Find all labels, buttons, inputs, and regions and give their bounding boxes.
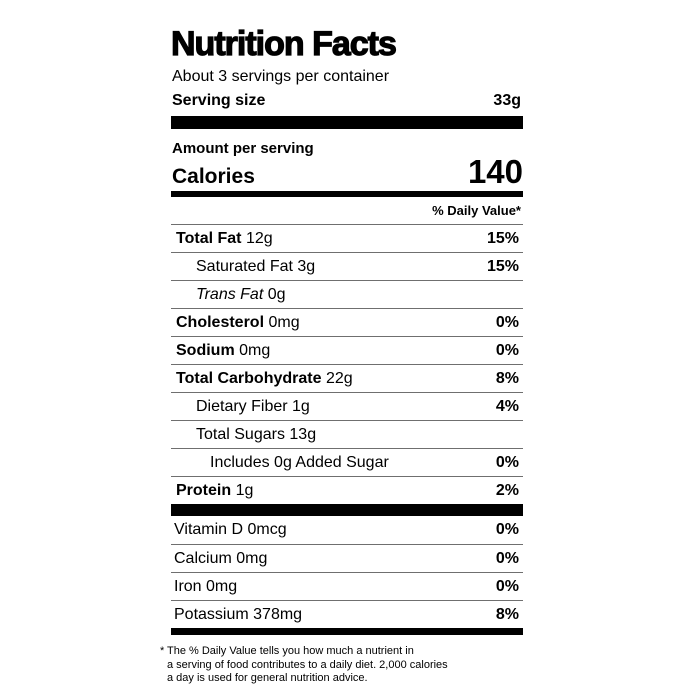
divider-bar-bottom xyxy=(171,628,523,635)
nutrient-row-added-sugar: Includes 0g Added Sugar 0% xyxy=(171,448,523,476)
vitamin-row-calcium: Calcium 0mg 0% xyxy=(171,544,523,572)
nutrient-name: Cholesterol xyxy=(176,313,265,331)
nutrient-row-cholesterol: Cholesterol 0mg 0% xyxy=(171,308,523,336)
nutrient-amount: 12g xyxy=(245,229,273,247)
daily-value: 15% xyxy=(486,257,519,275)
nutrient-row-dietary-fiber: Dietary Fiber 1g 4% xyxy=(171,392,523,420)
nutrient-name: Total Carbohydrate xyxy=(176,369,322,387)
vitamin-amount: 378mg xyxy=(253,605,303,623)
vitamin-text: Calcium 0mg xyxy=(174,550,267,568)
calories-label: Calories xyxy=(172,165,255,188)
nutrient-row-total-carbohydrate: Total Carbohydrate 22g 8% xyxy=(171,364,523,392)
footnote-asterisk: * xyxy=(160,645,165,657)
footnote-line: a serving of food contributes to a daily… xyxy=(167,658,448,671)
nutrient-row-total-sugars: Total Sugars 13g xyxy=(171,420,523,448)
vitamin-text: Iron 0mg xyxy=(174,578,237,596)
daily-value: 0% xyxy=(495,577,519,595)
nutrient-row-saturated-fat: Saturated Fat 3g 15% xyxy=(171,252,523,280)
daily-value-header: % Daily Value* xyxy=(432,203,521,218)
daily-value: 0% xyxy=(495,521,519,538)
vitamin-row-iron: Iron 0mg 0% xyxy=(171,572,523,600)
vitamin-row-potassium: Potassium 378mg 8% xyxy=(171,600,523,628)
daily-value: 0% xyxy=(495,313,519,331)
nutrient-text: Trans Fat 0g xyxy=(176,286,286,304)
calories-value: 140 xyxy=(467,153,523,190)
nutrient-amount: 22g xyxy=(325,369,353,387)
nutrient-row-protein: Protein 1g 2% xyxy=(171,476,523,504)
nutrient-name: Sodium xyxy=(176,341,235,359)
nutrient-row-trans-fat: Trans Fat 0g xyxy=(171,280,523,308)
daily-value: 2% xyxy=(495,481,519,499)
divider-bar-thick-top xyxy=(171,116,523,129)
nutrient-text: Total Sugars 13g xyxy=(176,426,316,444)
nutrient-name: Total Sugars xyxy=(196,425,285,443)
vitamin-text: Potassium 378mg xyxy=(174,606,302,624)
nutrient-amount: 0mg xyxy=(239,341,271,359)
footnote-line: a day is used for general nutrition advi… xyxy=(167,672,368,684)
nutrient-text: Cholesterol 0mg xyxy=(176,314,300,332)
calories-row: Calories 140 xyxy=(171,153,523,190)
nutrient-rows: Total Fat 12g 15% Saturated Fat 3g 15% T… xyxy=(171,224,523,504)
vitamin-amount: 0mcg xyxy=(247,521,287,538)
serving-size-value: 33g xyxy=(493,92,521,109)
nutrient-text: Includes 0g Added Sugar xyxy=(176,454,389,472)
nutrient-amount: 1g xyxy=(235,481,254,499)
serving-size-row: Serving size 33g xyxy=(171,92,523,109)
nutrient-text: Total Carbohydrate 22g xyxy=(176,370,353,388)
daily-value: 8% xyxy=(495,605,519,623)
nutrient-name: Saturated Fat xyxy=(196,257,293,275)
nutrient-text: Dietary Fiber 1g xyxy=(176,398,310,416)
vitamin-rows: Vitamin D 0mcg 0% Calcium 0mg 0% Iron 0m… xyxy=(171,516,523,628)
nutrient-name: Protein xyxy=(176,481,232,499)
nutrient-text: Protein 1g xyxy=(176,482,253,500)
vitamin-amount: 0mg xyxy=(206,577,238,595)
nutrient-text: Sodium 0mg xyxy=(176,342,270,360)
servings-per-container: About 3 servings per container xyxy=(172,68,390,85)
nutrient-name: Total Fat xyxy=(176,229,242,247)
amount-per-serving-label: Amount per serving xyxy=(172,140,314,157)
daily-value: 8% xyxy=(495,369,519,387)
vitamin-row-vitamin-d: Vitamin D 0mcg 0% xyxy=(171,516,523,544)
nutrient-text: Total Fat 12g xyxy=(176,230,273,248)
vitamin-name: Potassium xyxy=(174,605,249,623)
nutrient-row-sodium: Sodium 0mg 0% xyxy=(171,336,523,364)
daily-value: 0% xyxy=(495,549,519,567)
nutrient-amount: 3g xyxy=(297,257,316,275)
serving-size-label: Serving size xyxy=(172,92,266,109)
daily-value: 0% xyxy=(495,341,519,359)
nutrition-facts-label: Nutrition Facts About 3 servings per con… xyxy=(160,25,523,686)
vitamin-name: Calcium xyxy=(174,549,232,567)
divider-bar-thick-middle xyxy=(171,504,523,516)
vitamin-name: Vitamin D xyxy=(174,521,244,538)
label-title: Nutrition Facts xyxy=(170,25,397,63)
footnote-line: The % Daily Value tells you how much a n… xyxy=(167,645,414,657)
nutrient-text: Saturated Fat 3g xyxy=(176,258,315,276)
nutrient-amount: 13g xyxy=(289,425,317,443)
daily-value: 15% xyxy=(486,229,519,247)
daily-value: 0% xyxy=(495,453,519,471)
nutrient-name: Dietary Fiber xyxy=(196,397,288,415)
footnote: * The % Daily Value tells you how much a… xyxy=(160,645,523,686)
daily-value: 4% xyxy=(495,397,519,415)
nutrient-amount: 1g xyxy=(292,397,310,415)
nutrient-name: Includes 0g Added Sugar xyxy=(210,453,389,471)
nutrient-row-total-fat: Total Fat 12g 15% xyxy=(171,224,523,252)
divider-bar-medium xyxy=(171,191,523,197)
nutrient-amount: 0g xyxy=(267,285,286,303)
nutrient-name: Trans Fat xyxy=(196,285,264,303)
vitamin-name: Iron xyxy=(174,577,202,595)
vitamin-text: Vitamin D 0mcg xyxy=(174,521,287,539)
nutrient-amount: 0mg xyxy=(268,313,300,331)
vitamin-amount: 0mg xyxy=(236,549,268,567)
